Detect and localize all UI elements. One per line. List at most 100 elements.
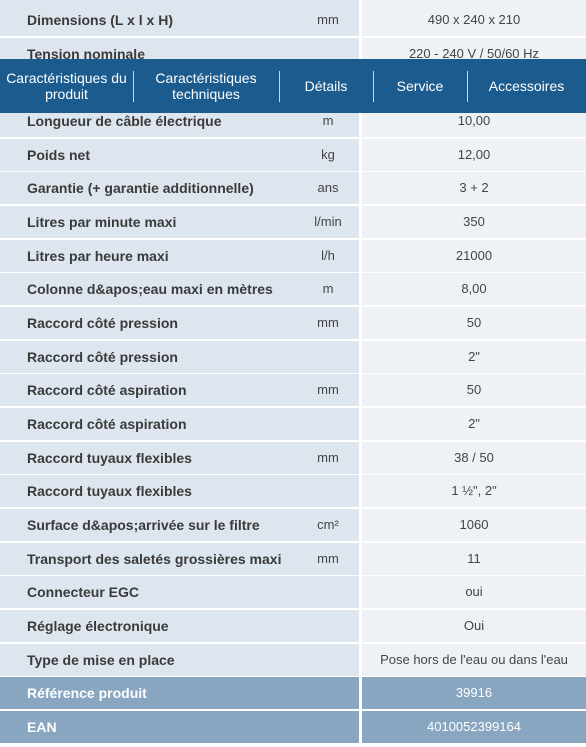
spec-value: 350	[463, 214, 485, 230]
spec-label: Type de mise en place	[27, 651, 175, 668]
table-row: Raccord côté aspiration mm 50	[0, 374, 586, 407]
spec-unit: m	[322, 113, 334, 128]
nav-tab[interactable]: Caractéristiques du produit	[6, 70, 127, 102]
spec-value: 4010052399164	[427, 719, 521, 735]
tab-bar: Caractéristiques du produit Caractéristiq…	[0, 59, 586, 113]
spec-label: Tension nominale	[27, 45, 145, 62]
table-row: Raccord tuyaux flexibles 1 ½", 2"	[0, 475, 586, 508]
value-cell	[362, 643, 586, 676]
table-row: Colonne d&apos;eau maxi en mètres m 8,00	[0, 273, 586, 306]
label-cell	[0, 677, 359, 710]
spec-label: Raccord tuyaux flexibles	[27, 483, 192, 500]
spec-unit: mm	[317, 550, 339, 566]
label-cell	[0, 509, 359, 542]
spec-unit: ans	[317, 180, 339, 196]
value-cell	[362, 340, 586, 373]
label-cell	[0, 138, 359, 171]
table-row: Dimensions (L x l x H) mm 490 x 240 x 210	[0, 0, 586, 36]
value-cell	[362, 576, 586, 609]
spec-value: 2"	[468, 416, 480, 432]
nav-tab[interactable]: Accessoires	[488, 78, 565, 94]
value-cell	[362, 0, 586, 36]
value-cell	[362, 542, 586, 575]
tab-separator	[467, 71, 468, 102]
label-cell	[0, 610, 359, 643]
spec-value: 3 + 2	[459, 180, 489, 196]
spec-label: EAN	[27, 719, 57, 736]
spec-value: 1 ½", 2"	[451, 483, 497, 499]
spec-label: Longueur de câble électrique	[27, 113, 222, 129]
label-cell	[0, 542, 359, 575]
label-cell	[0, 239, 359, 272]
value-cell	[362, 138, 586, 171]
nav-tab[interactable]: Détails	[304, 78, 348, 94]
value-cell	[362, 711, 586, 744]
value-cell	[362, 239, 586, 272]
spec-unit: mm	[317, 382, 339, 398]
spec-label: Dimensions (L x l x H)	[27, 12, 173, 28]
table-row: Connecteur EGC oui	[0, 576, 586, 609]
spec-label: Raccord côté aspiration	[27, 416, 187, 433]
value-cell	[362, 206, 586, 239]
spec-value: 39916	[455, 685, 493, 701]
spec-value: 1060	[459, 517, 489, 533]
table-row: Garantie (+ garantie additionnelle) ans 3 …	[0, 172, 586, 205]
spec-label: Litres par heure maxi	[27, 247, 169, 264]
tab-separator	[279, 71, 280, 102]
table-row: Raccord côté aspiration 2"	[0, 408, 586, 441]
label-cell	[0, 408, 359, 441]
spec-value: 220 - 240 V / 50/60 Hz	[408, 45, 540, 61]
value-cell	[362, 307, 586, 340]
spec-unit: mm	[317, 12, 339, 27]
label-cell	[0, 206, 359, 239]
nav-tab[interactable]: Caractéristiques techniques	[155, 70, 257, 102]
label-cell	[0, 711, 359, 744]
spec-label: Poids net	[27, 146, 91, 163]
table-row: EAN 4010052399164	[0, 711, 586, 744]
table-row: Surface d&apos;arrivée sur le filtre cm² 1…	[0, 509, 586, 542]
label-cell	[0, 307, 359, 340]
value-cell	[362, 677, 586, 710]
table-row: Réglage électronique Oui	[0, 610, 586, 643]
nav-tab[interactable]: Service	[396, 78, 444, 94]
value-cell	[362, 509, 586, 542]
table-row: Type de mise en place Pose hors de l'eau …	[0, 643, 586, 676]
spec-label: Raccord côté pression	[27, 348, 178, 365]
spec-value: 50	[466, 315, 482, 331]
value-cell	[362, 408, 586, 441]
spec-value: Pose hors de l'eau ou dans l'eau	[380, 651, 568, 667]
spec-value: 2"	[468, 348, 480, 364]
spec-value: 12,00	[457, 146, 491, 162]
table-row: Poids net kg 12,00	[0, 138, 586, 171]
value-cell	[362, 475, 586, 508]
spec-unit: m	[322, 281, 334, 297]
spec-label: Raccord tuyaux flexibles	[27, 449, 192, 466]
table-row: Raccord côté pression 2"	[0, 340, 586, 373]
spec-value: Oui	[463, 618, 485, 634]
spec-label: Surface d&apos;arrivée sur le filtre	[27, 517, 260, 534]
label-cell	[0, 374, 359, 407]
spec-value: 8,00	[461, 281, 487, 297]
spec-value: 21000	[455, 247, 493, 263]
table-row: Litres par heure maxi l/h 21000	[0, 239, 586, 272]
label-cell	[0, 576, 359, 609]
spec-unit: l/h	[321, 247, 335, 263]
label-cell	[0, 643, 359, 676]
label-cell	[0, 0, 359, 36]
spec-value: oui	[465, 584, 483, 600]
value-cell	[362, 172, 586, 205]
spec-label: Garantie (+ garantie additionnelle)	[27, 180, 254, 197]
spec-label: Raccord côté pression	[27, 315, 178, 332]
spec-label: Réglage électronique	[27, 618, 169, 635]
spec-value: 490 x 240 x 210	[427, 12, 521, 27]
value-cell	[362, 610, 586, 643]
table-row: Raccord tuyaux flexibles mm 38 / 50	[0, 441, 586, 474]
spec-value: 11	[467, 550, 481, 566]
spec-value: 10,00	[457, 113, 491, 128]
tab-separator	[373, 71, 374, 102]
tab-separator	[133, 71, 134, 102]
spec-value: 50	[466, 382, 482, 398]
table-row: Litres par minute maxi l/min 350	[0, 206, 586, 239]
spec-label: Raccord côté aspiration	[27, 382, 187, 399]
